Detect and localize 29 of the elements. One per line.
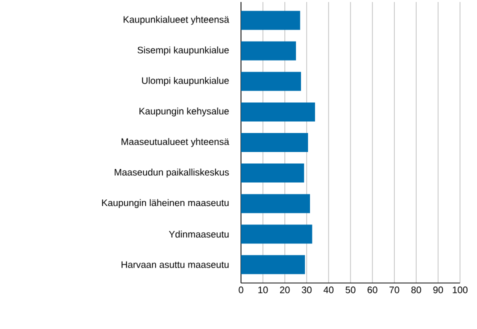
x-tick-label: 90 (433, 286, 443, 294)
x-tick-label: 70 (390, 286, 400, 294)
bar (241, 224, 312, 244)
x-tick-label: 0 (238, 286, 244, 294)
y-tick-label: Kaupunkialueet yhteensä (124, 16, 230, 25)
bar (241, 102, 316, 122)
bar (241, 255, 305, 274)
x-tick-label: 80 (411, 286, 422, 294)
y-tick-label: Kaupungin läheinen maaseutu (102, 199, 229, 208)
x-tick-label: 60 (368, 286, 378, 294)
y-tick-label: Kaupungin kehysalue (140, 108, 229, 116)
x-tick-label: 40 (324, 286, 334, 294)
x-tick-label: 30 (302, 286, 312, 294)
x-tick-label: 50 (346, 286, 356, 294)
bar (241, 164, 304, 183)
bar (241, 194, 310, 214)
bar (241, 10, 300, 30)
bar (241, 72, 302, 91)
y-tick-label: Ulompi kaupunkialue (142, 77, 229, 86)
y-tick-label: Sisempi kaupunkialue (138, 46, 229, 56)
x-tick-label: 20 (280, 286, 290, 294)
bar (241, 41, 296, 60)
bar (241, 133, 308, 152)
x-tick-label: 10 (258, 286, 268, 294)
x-tick-label: 100 (452, 286, 468, 294)
y-tick-label: Harvaan asuttu maaseutu (122, 261, 229, 268)
y-tick-label: Ydinmaaseutu (168, 230, 229, 238)
y-tick-label: Maaseudun paikalliskeskus (114, 168, 229, 178)
y-tick-label: Maaseutualueet yhteensä (122, 138, 230, 147)
